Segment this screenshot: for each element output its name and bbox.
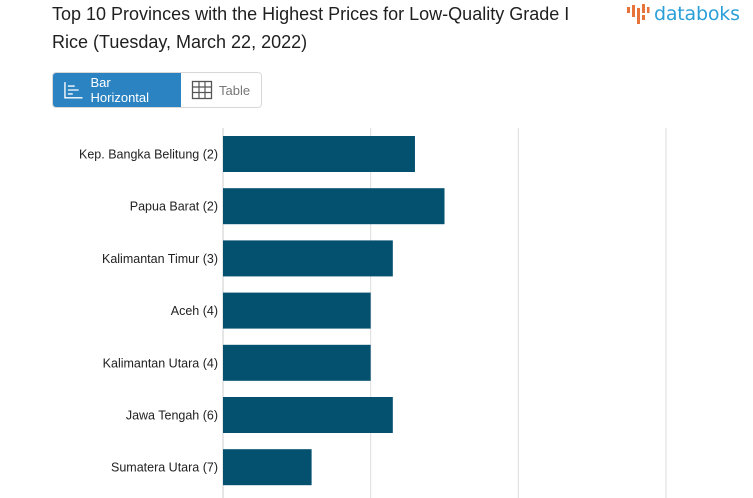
category-label: Kalimantan Timur (3) <box>102 252 218 266</box>
category-label: Aceh (4) <box>171 304 218 318</box>
bar[interactable] <box>223 344 371 381</box>
bar-chart-icon <box>64 82 83 99</box>
category-label: Kep. Bangka Belitung (2) <box>79 148 218 162</box>
category-label: Jawa Tengah (6) <box>126 409 218 423</box>
view-toggle: Bar Horizontal Table <box>52 72 262 108</box>
bar[interactable] <box>223 292 371 329</box>
category-label: Kalimantan Utara (4) <box>103 356 218 370</box>
databoks-logo[interactable]: databoks <box>626 3 740 25</box>
bar[interactable] <box>223 136 415 172</box>
tab-table[interactable]: Table <box>181 73 261 107</box>
tab-bar-horizontal-label: Bar Horizontal <box>90 75 150 105</box>
bar[interactable] <box>223 449 312 486</box>
chart-title: Top 10 Provinces with the Highest Prices… <box>52 4 570 52</box>
bar[interactable] <box>223 188 445 225</box>
category-label: Papua Barat (2) <box>130 200 218 214</box>
databoks-logo-text: databoks <box>654 3 740 25</box>
bar[interactable] <box>223 397 393 433</box>
table-icon <box>191 80 213 100</box>
bar[interactable] <box>223 240 393 277</box>
category-label: Sumatera Utara (7) <box>111 461 218 475</box>
tab-table-label: Table <box>219 82 251 98</box>
tab-bar-horizontal[interactable]: Bar Horizontal <box>53 73 181 107</box>
databoks-logo-icon <box>627 4 650 24</box>
